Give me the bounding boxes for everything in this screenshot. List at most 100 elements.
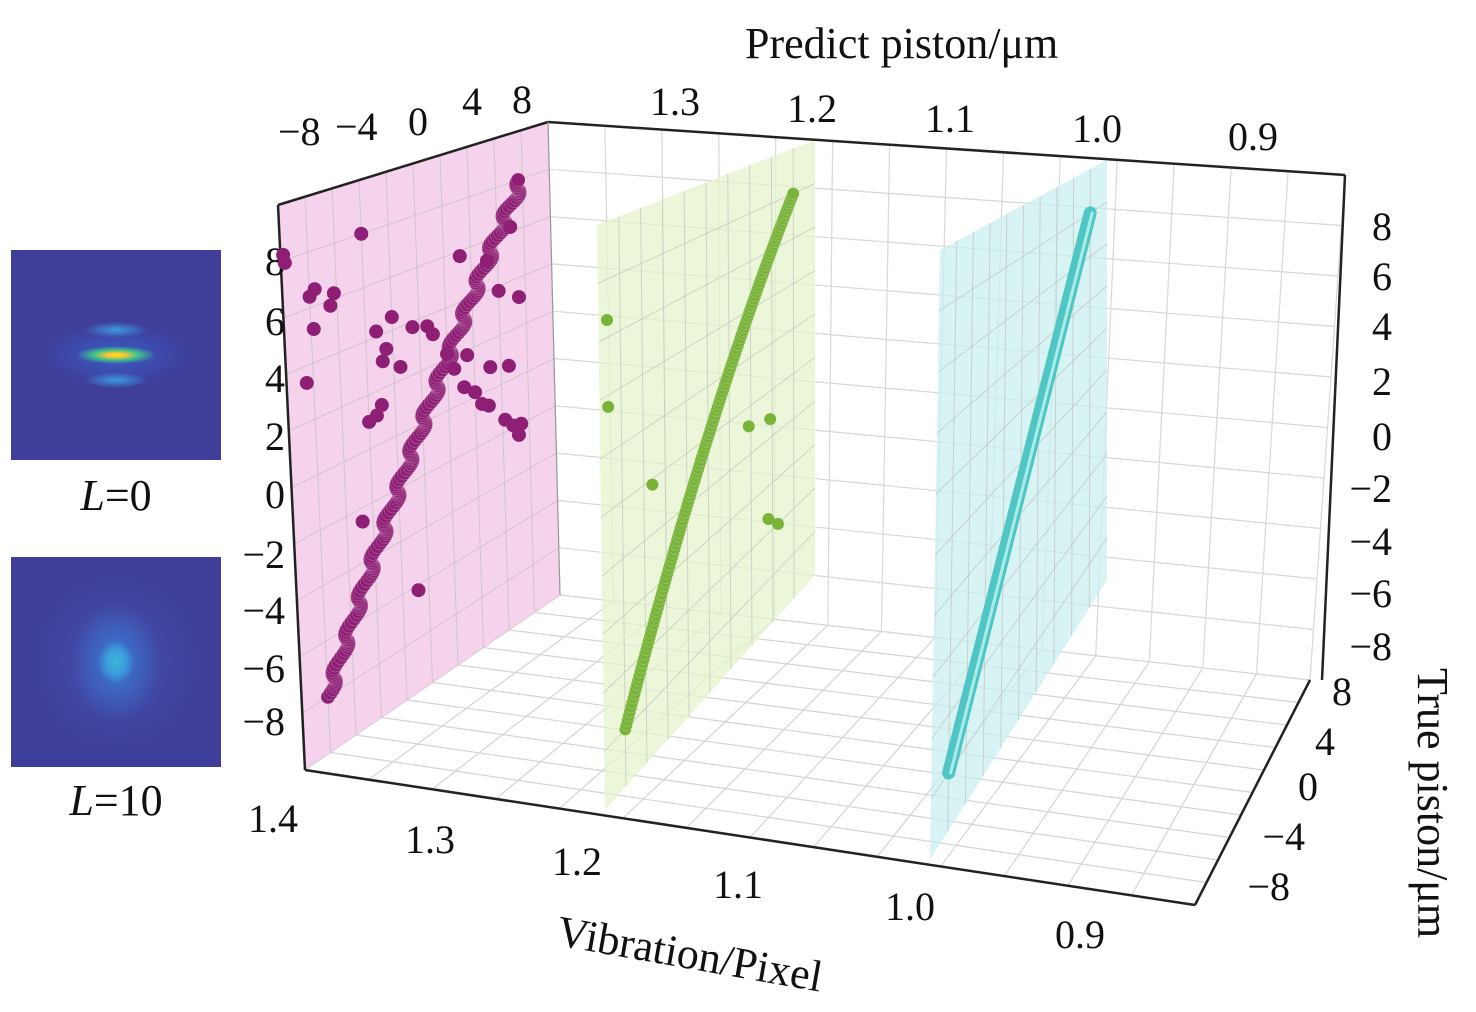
outlier-point <box>460 348 475 363</box>
outlier-point <box>602 400 615 413</box>
right-true-tick: 2 <box>1372 359 1392 404</box>
bottom-vibration-tick: 1.4 <box>248 796 298 841</box>
bottom-vibration-tick: 1.0 <box>885 884 935 929</box>
outlier-point <box>646 478 659 491</box>
right-true-tick: −6 <box>1349 571 1392 616</box>
axis-line <box>1193 679 1312 906</box>
inset-label-var: L <box>69 776 94 825</box>
top-predict-tick: 8 <box>512 77 532 122</box>
axis-line <box>304 768 1196 907</box>
plane-grid-line <box>280 168 550 262</box>
outlier-point <box>411 583 426 598</box>
depth-true-tick: −4 <box>1262 814 1305 859</box>
bottom-vibration-tick: 1.1 <box>713 862 763 907</box>
plane-grid-line <box>938 201 1108 312</box>
right-true-tick: 0 <box>1372 414 1392 459</box>
inset-label-value: =10 <box>93 776 163 825</box>
top-vibration-tick: 1.2 <box>787 86 837 131</box>
floor-grid-line <box>330 751 1207 884</box>
top-predict-tick: −4 <box>335 104 378 149</box>
outlier-point <box>452 249 467 264</box>
plane-grid-line <box>935 327 1108 495</box>
fit-line-highlight <box>949 211 1094 775</box>
plane-grid-line <box>792 148 795 599</box>
top-predict-tick: −8 <box>278 109 321 154</box>
inset-label-var: L <box>80 471 105 520</box>
top-vibration-tick: 0.9 <box>1228 114 1278 159</box>
outlier-point <box>374 398 389 413</box>
outlier-point <box>277 255 292 270</box>
outlier-point <box>306 322 321 337</box>
plane-grid-line <box>599 313 816 460</box>
outlier-point <box>503 219 518 234</box>
plane-grid-line <box>285 263 552 375</box>
floor-grid-line <box>381 716 1230 839</box>
outlier-point <box>447 361 462 376</box>
outlier-point <box>369 324 384 339</box>
outlier-point <box>771 517 784 530</box>
left-true-tick: 2 <box>265 414 285 459</box>
inset-label-value: =0 <box>104 471 152 520</box>
series-1.2 <box>601 187 800 736</box>
outlier-point <box>307 282 322 297</box>
outlier-point <box>354 226 369 241</box>
data-marks <box>276 172 1097 780</box>
plane-grid-line <box>439 155 459 666</box>
outlier-point <box>425 327 440 342</box>
inset-image-l10 <box>11 557 221 767</box>
outlier-point <box>468 385 483 400</box>
outlier-point <box>511 290 526 305</box>
floor-grid-line <box>432 681 1253 794</box>
outlier-point <box>483 360 498 375</box>
top-vibration-tick: 1.0 <box>1072 106 1122 151</box>
plane-grid-line <box>520 130 535 613</box>
inset-label-l0: L=0 <box>11 470 221 521</box>
outlier-point <box>479 253 494 268</box>
floor-grid-line <box>406 699 1242 816</box>
outlier-point <box>481 398 496 413</box>
outlier-point <box>491 283 506 298</box>
left-true-tick: −6 <box>242 646 285 691</box>
depth-true-tick: 8 <box>1332 669 1352 714</box>
data-point <box>510 172 526 188</box>
outlier-point <box>742 420 755 433</box>
plane-grid-line <box>599 270 816 401</box>
outlier-point <box>299 375 314 390</box>
inset-image-l0 <box>11 250 221 460</box>
plane-grid-line <box>727 173 732 670</box>
floor-grid-line <box>355 734 1219 861</box>
depth-true-tick: 4 <box>1315 719 1335 764</box>
bottom-vibration-tick: 1.2 <box>552 839 602 884</box>
outlier-point <box>501 358 516 373</box>
axis-line <box>277 120 549 207</box>
right-true-tick: −4 <box>1349 519 1392 564</box>
left-true-tick: −8 <box>242 699 285 744</box>
depth-true-tick: 0 <box>1298 764 1318 809</box>
outlier-point <box>440 347 455 362</box>
outlier-point <box>323 298 338 313</box>
vibration-axis-label: Vibration/Pixel <box>553 907 826 1002</box>
outlier-point <box>355 514 370 529</box>
right-true-tick: 4 <box>1372 304 1392 349</box>
top-vibration-tick: 1.3 <box>650 79 700 124</box>
outlier-point <box>511 427 526 442</box>
right-true-tick: −2 <box>1349 466 1392 511</box>
left-true-tick: 6 <box>265 299 285 344</box>
back-grid-line <box>549 168 1342 227</box>
right-true-tick: −8 <box>1349 624 1392 669</box>
outlier-point <box>601 314 614 327</box>
outlier-point <box>514 416 529 431</box>
plane-grid-line <box>749 165 753 646</box>
axis-frame <box>276 120 1347 907</box>
bottom-vibration-tick: 0.9 <box>1055 912 1105 957</box>
outlier-point <box>384 310 399 325</box>
outlier-point <box>405 320 420 335</box>
top-vibration-tick: 1.1 <box>925 96 975 141</box>
plane-grid-line <box>597 183 816 284</box>
data-point <box>787 187 800 200</box>
outlier-point <box>379 341 394 356</box>
axis-line <box>1320 174 1347 681</box>
outlier-point <box>326 286 341 301</box>
axis-line <box>547 121 561 596</box>
